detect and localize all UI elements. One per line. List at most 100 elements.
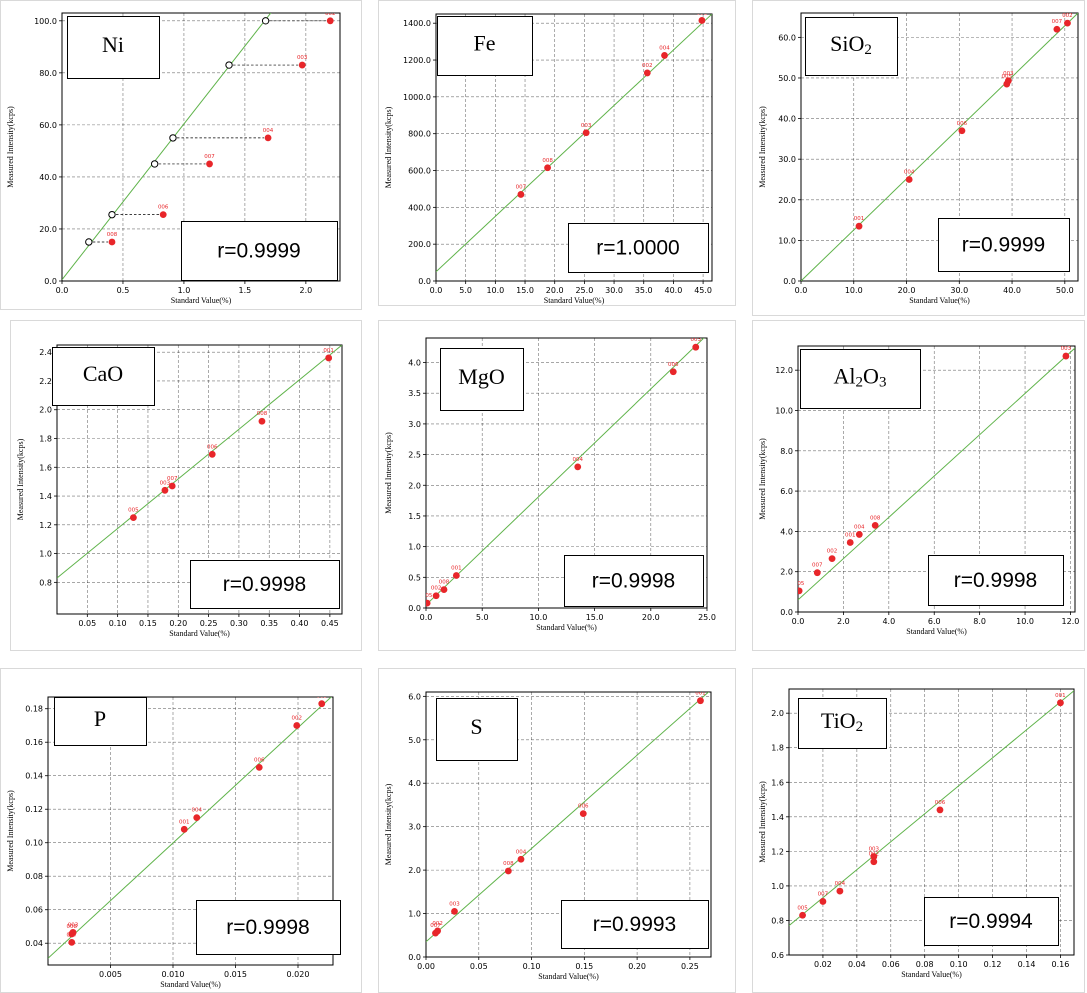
- plot-area: [425, 337, 708, 609]
- data-point: [692, 343, 700, 351]
- y-tick-label: 1400.0: [403, 19, 431, 28]
- y-tick-label: 4.0: [780, 527, 793, 536]
- x-tick-label: 25.0: [575, 286, 593, 295]
- y-axis-label: Measured Intensity(kcps): [758, 438, 767, 520]
- point-label: 006: [254, 757, 265, 763]
- point-label: 005: [422, 593, 433, 599]
- data-point: [958, 127, 966, 135]
- data-point: [819, 898, 827, 905]
- y-tick-label: 0.16: [25, 738, 43, 747]
- point-label: 007: [430, 923, 441, 929]
- plot-area: [788, 688, 1075, 956]
- data-point: [870, 853, 878, 860]
- y-tick-label: 0.06: [25, 906, 43, 915]
- chart-panel-tio2: 0.02 0.04 0.06 0.08 0.10 0.12 0.14 0.16 0.6 0.8 1.…: [752, 668, 1085, 993]
- element-label: SiO2: [830, 31, 872, 58]
- x-tick-label: 0.0: [56, 286, 69, 295]
- element-label: Al2O3: [834, 364, 887, 391]
- data-point: [936, 806, 944, 814]
- data-point: [325, 354, 333, 362]
- point-label: 003: [1061, 346, 1072, 352]
- point-label: 003: [68, 922, 79, 928]
- x-tick-label: 0.06: [882, 960, 900, 969]
- point-label: 008: [503, 861, 514, 867]
- y-tick-label: 3.0: [408, 420, 421, 429]
- data-point: [1057, 699, 1064, 707]
- x-axis-label: Standard Value(%): [901, 970, 962, 979]
- x-tick-label: 0.0: [792, 617, 805, 626]
- x-tick-label: 45.0: [694, 286, 712, 295]
- data-point: [799, 911, 806, 919]
- x-tick-label: 0.0: [430, 286, 443, 295]
- plot-area: [797, 345, 1076, 613]
- y-tick-label: 2.0: [771, 709, 784, 718]
- y-tick-label: 2.0: [408, 481, 421, 490]
- r-value-box: [924, 897, 1059, 946]
- y-tick-label: 1.8: [39, 435, 52, 444]
- y-axis-label: Measured Intensity(kcps): [758, 781, 767, 863]
- regression-line: [48, 697, 332, 959]
- point-label: 008: [257, 411, 268, 417]
- y-tick-label: 60.0: [39, 121, 57, 130]
- element-label-box: [54, 697, 147, 746]
- data-point: [643, 69, 651, 77]
- x-axis-label: Standard Value(%): [538, 972, 599, 981]
- x-tick-label: 0.015: [224, 970, 247, 979]
- data-point: [193, 814, 201, 821]
- y-tick-label: 0.0: [408, 604, 421, 613]
- x-tick-label: 20.0: [546, 286, 564, 295]
- y-tick-label: 2.2: [39, 377, 52, 386]
- data-point: [661, 52, 668, 59]
- y-tick-label: 20.0: [778, 196, 796, 205]
- point-label: 003: [449, 901, 460, 907]
- x-tick-label: 5.0: [459, 286, 472, 295]
- data-point: [836, 887, 844, 895]
- point-label: 004: [659, 45, 670, 51]
- x-tick-label: 8.0: [973, 617, 986, 626]
- data-point: [574, 463, 582, 471]
- x-tick-label: 50.0: [1056, 286, 1074, 295]
- r-value-box: [564, 555, 704, 607]
- x-axis-label: Standard Value(%): [909, 296, 970, 305]
- x-tick-label: 0.10: [109, 619, 127, 628]
- y-tick-label: 5.0: [408, 736, 421, 745]
- plot-content: 005007004002003006001: [789, 690, 1074, 927]
- x-axis-label: Standard Value(%): [544, 296, 605, 305]
- r-value: r=0.9994: [949, 910, 1033, 933]
- regression-line: [801, 13, 1078, 281]
- y-tick-label: 40.0: [778, 115, 796, 124]
- y-tick-label: 100.0: [34, 17, 57, 26]
- point-label: 001: [854, 216, 865, 222]
- point-label: 007: [812, 563, 823, 569]
- y-tick-label: 8.0: [780, 447, 793, 456]
- point-label: 004: [835, 881, 846, 887]
- x-tick-label: 0.08: [916, 960, 934, 969]
- x-tick-label: 25.0: [698, 613, 716, 622]
- x-tick-label: 0.005: [99, 970, 122, 979]
- point-label: 008: [870, 515, 881, 521]
- y-tick-label: 0.18: [25, 705, 43, 714]
- x-tick-label: 0.16: [1052, 960, 1070, 969]
- y-tick-label: 1.0: [408, 543, 421, 552]
- data-point: [697, 697, 704, 705]
- r-value-box: [181, 221, 338, 281]
- point-label: 006: [957, 121, 968, 127]
- chart-panel-cao: 0.05 0.10 0.15 0.20 0.25 0.30 0.35 0.40 0.45 0.8 1…: [10, 320, 362, 651]
- data-point: [440, 586, 448, 593]
- plot-area: [56, 344, 343, 615]
- y-tick-label: 2.0: [39, 406, 52, 415]
- r-value-box: [196, 900, 341, 955]
- x-tick-label: 15.0: [516, 286, 534, 295]
- point-label: 001: [1055, 693, 1066, 699]
- plot-content: 007008003001004006002005: [48, 697, 332, 959]
- y-tick-label: 80.0: [39, 69, 57, 78]
- point-label: 007: [167, 476, 178, 482]
- point-label: 002: [431, 586, 442, 592]
- x-tick-label: 0.20: [169, 619, 187, 628]
- point-label: 003: [297, 55, 308, 61]
- point-label: 002: [642, 63, 653, 69]
- point-label: 003: [869, 847, 880, 853]
- x-tick-label: 0.12: [984, 960, 1002, 969]
- point-label: 007: [818, 891, 829, 897]
